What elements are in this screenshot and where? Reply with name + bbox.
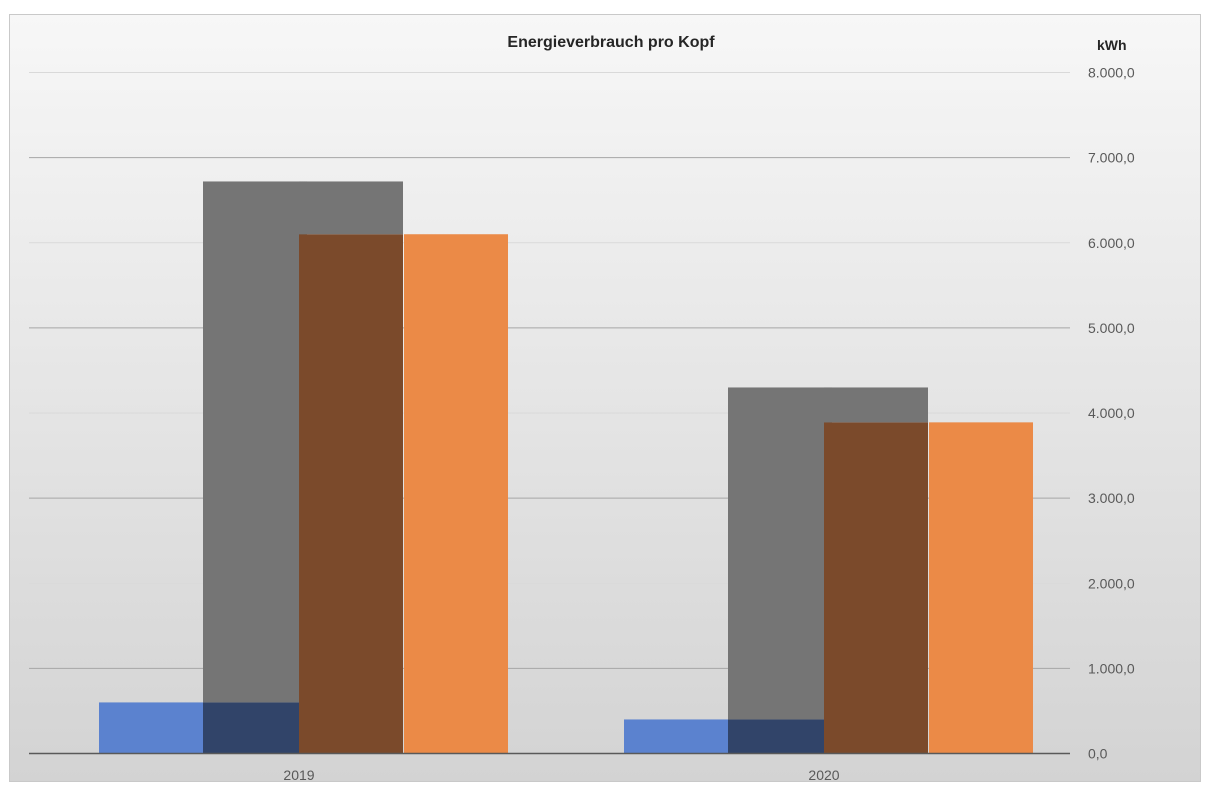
y-tick-label: 0,0 (1088, 746, 1108, 762)
bar-overlap-series-2-3 (299, 234, 403, 754)
y-tick-label: 6.000,0 (1088, 235, 1135, 251)
bar-series-2 (728, 387, 832, 720)
chart-title: Energieverbrauch pro Kopf (507, 34, 715, 51)
y-tick-label: 2.000,0 (1088, 575, 1135, 591)
y-tick-label: 3.000,0 (1088, 490, 1135, 506)
chart-frame: 0,0 1.000,0 2.000,0 3.000,0 4.000,0 5.000,0 6.… (9, 14, 1201, 782)
y-tick-label: 4.000,0 (1088, 405, 1135, 421)
x-tick-label: 2019 (283, 767, 314, 781)
bar-series-3 (404, 234, 508, 754)
bar-overlap-series-2-3 (824, 422, 928, 754)
bar-overlap-series-1-2 (203, 702, 307, 754)
y-axis-unit-label: kWh (1097, 37, 1127, 53)
gridlines (29, 72, 1070, 669)
bar-overlap-series-1-2 (728, 719, 832, 754)
bar-series-1 (99, 702, 203, 754)
bar-series-3 (929, 422, 1033, 754)
y-tick-label: 1.000,0 (1088, 660, 1135, 676)
bar-series-2 (824, 387, 928, 423)
y-tick-label: 8.000,0 (1088, 65, 1135, 81)
y-tick-label: 5.000,0 (1088, 320, 1135, 336)
x-tick-label: 2020 (808, 767, 839, 781)
bars (99, 181, 1033, 754)
chart-svg: 0,0 1.000,0 2.000,0 3.000,0 4.000,0 5.000,0 6.… (10, 15, 1200, 781)
y-tick-labels: 0,0 1.000,0 2.000,0 3.000,0 4.000,0 5.000,0 6.… (1088, 65, 1135, 762)
bar-series-2 (203, 181, 307, 703)
x-tick-labels: 2019 2020 (283, 767, 839, 781)
y-tick-label: 7.000,0 (1088, 150, 1135, 166)
bar-series-2 (299, 181, 403, 235)
bar-series-1 (624, 719, 728, 754)
